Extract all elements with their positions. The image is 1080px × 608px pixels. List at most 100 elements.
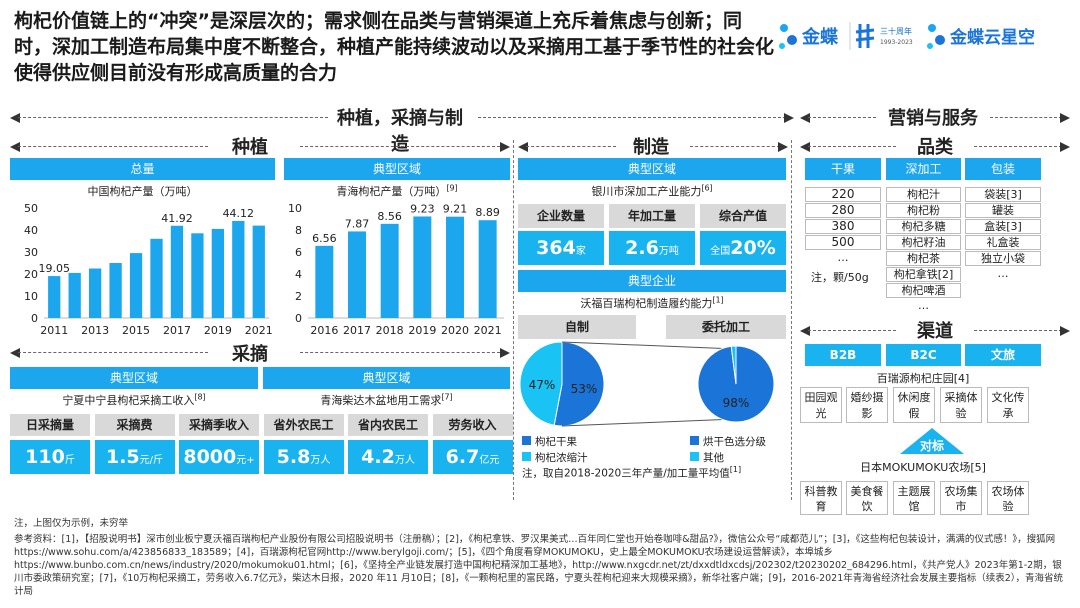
legend-swatch bbox=[522, 436, 531, 445]
farm-item: 美食餐饮 bbox=[846, 481, 888, 515]
data-label: 8.56 bbox=[377, 210, 402, 223]
picking-metric-value-box: 110斤 bbox=[10, 440, 90, 474]
picking-metric-label: 省外农民工 bbox=[263, 414, 344, 436]
manufacturing-region-bar: 典型区域 bbox=[518, 158, 786, 180]
legend-swatch bbox=[690, 436, 699, 445]
packaging-item: 独立小袋 bbox=[965, 251, 1041, 266]
mfg-metric-value-box: 364家 bbox=[518, 231, 604, 265]
bar bbox=[129, 253, 143, 318]
picking-region-bar-2: 典型区域 bbox=[263, 367, 510, 389]
dried-item: 500 bbox=[805, 235, 881, 250]
x-tick-label: 2021 bbox=[474, 324, 502, 337]
picking-metric-value-box: 5.8万人 bbox=[263, 440, 344, 474]
manufacturing-note-ref: [1] bbox=[729, 465, 742, 474]
manufacturing-region-sub-text: 银川市深加工产业能力 bbox=[591, 185, 702, 198]
processed-more: … bbox=[918, 299, 929, 312]
picking-metric-value: 4.2 bbox=[361, 446, 395, 468]
picking-metric-unit: 万人 bbox=[394, 455, 415, 466]
y-tick-label: 10 bbox=[24, 290, 38, 303]
bar bbox=[191, 233, 204, 318]
left-main-title: 种植，采摘与制造 bbox=[337, 108, 463, 155]
category-header: 干果 bbox=[805, 158, 881, 180]
picking-metric-value: 1.5 bbox=[105, 446, 140, 468]
processed-item: 枸杞茶 bbox=[886, 251, 961, 266]
planting-region-bar: 典型区域 bbox=[284, 158, 510, 180]
benchmark-label: 对标 bbox=[919, 439, 944, 453]
y-tick-label: 2 bbox=[295, 290, 302, 303]
bar bbox=[478, 220, 497, 318]
mfg-metric-value: 20% bbox=[730, 237, 776, 259]
separator-2 bbox=[791, 140, 792, 500]
mfg-metric-value: 2.6 bbox=[625, 237, 659, 259]
bar bbox=[89, 268, 102, 318]
legend-label: 烘干色选分级 bbox=[703, 436, 766, 448]
pie1-label-right: 53% bbox=[571, 382, 598, 396]
legend-label: 其他 bbox=[703, 452, 724, 464]
anniv-years: 1993-2023 bbox=[880, 39, 913, 46]
picking-metric-unit: 斤 bbox=[64, 455, 75, 466]
packaging-item: 袋装[3] bbox=[965, 187, 1041, 202]
x-tick-label: 2018 bbox=[376, 324, 404, 337]
bar bbox=[348, 231, 366, 318]
picking-metric-value: 6.7 bbox=[445, 446, 480, 468]
farm-item: 主题展馆 bbox=[893, 481, 935, 515]
footer-refs: 参考资料：[1]，【招股说明书】深市创业板宁夏沃福百瑞枸杞产业股份有限公司招股说… bbox=[14, 534, 1064, 597]
farm-item: 农场集市 bbox=[940, 481, 982, 515]
processed-item: 枸杞啤酒 bbox=[886, 283, 961, 298]
manor-item: 休闲度假 bbox=[893, 387, 935, 423]
category-header: 包装 bbox=[965, 158, 1041, 180]
x-tick-label: 2020 bbox=[441, 324, 469, 337]
bar bbox=[68, 272, 81, 318]
mfg-metric-label: 综合产值 bbox=[700, 204, 786, 228]
data-label: 44.12 bbox=[223, 207, 255, 220]
manor-item: 田园观光 bbox=[800, 387, 842, 423]
picking-metric-unit: 亿元 bbox=[479, 455, 500, 466]
x-tick-label: 2013 bbox=[81, 324, 109, 337]
bar bbox=[170, 225, 184, 318]
picking-metric-unit: 万人 bbox=[310, 455, 331, 466]
y-tick-label: 6 bbox=[295, 246, 302, 259]
picking-metric-label: 劳务收入 bbox=[432, 414, 513, 436]
category-header: 深加工 bbox=[886, 158, 961, 180]
data-label: 6.56 bbox=[312, 232, 337, 245]
picking-metric-label: 日采摘量 bbox=[10, 414, 90, 436]
qinghai-chart-ref: [9] bbox=[446, 183, 458, 193]
self-made-label: 自制 bbox=[518, 315, 636, 339]
separator-1 bbox=[513, 140, 514, 500]
y-tick-label: 8 bbox=[295, 224, 302, 237]
mfg-metric-value-box: 2.6万吨 bbox=[609, 231, 695, 265]
picking-metric-label: 采摘季收入 bbox=[179, 414, 259, 436]
china-production-chart: 0 10 20 30 40 50 19.05 2011 2013 2015 41.92 2017 201… bbox=[24, 202, 273, 337]
manufacturing-enterprise-sub-text: 沃福百瑞枸杞制造履约能力 bbox=[580, 297, 713, 310]
data-label: 41.92 bbox=[161, 212, 193, 225]
y-tick-label: 10 bbox=[288, 202, 302, 215]
mfg-metric-prefix: 全国 bbox=[710, 246, 731, 257]
manor-item: 采摘体验 bbox=[940, 387, 982, 423]
picking-metric-value: 5.8 bbox=[276, 446, 311, 468]
y-tick-label: 0 bbox=[295, 312, 302, 325]
anniv-text: 三十周年 bbox=[880, 26, 912, 36]
channel-button: B2B bbox=[805, 344, 881, 366]
picking-title: 采摘 bbox=[232, 344, 268, 365]
china-chart-title: 中国枸杞产量（万吨） bbox=[87, 185, 198, 198]
picking-sub-2-ref: [7] bbox=[441, 392, 453, 402]
bar bbox=[252, 225, 265, 318]
mfg-metric-unit: 万吨 bbox=[658, 246, 679, 257]
bar bbox=[380, 223, 399, 318]
benchmark-triangle bbox=[900, 428, 964, 454]
picking-metric-label: 省内农民工 bbox=[348, 414, 428, 436]
manufacturing-title: 制造 bbox=[633, 137, 669, 158]
manufacturing-enterprise-bar: 典型企业 bbox=[518, 270, 786, 292]
mfg-metric-unit: 家 bbox=[575, 246, 586, 257]
farm-item: 农场体验 bbox=[987, 481, 1029, 515]
picking-metric-label: 采摘费 bbox=[94, 414, 175, 436]
y-tick-label: 20 bbox=[24, 268, 38, 281]
picking-metric-unit: 元+ bbox=[236, 455, 255, 466]
manufacturing-pies: 47% 53% 98% bbox=[519, 341, 775, 427]
connector-line bbox=[561, 341, 737, 350]
manor-item: 文化传承 bbox=[987, 387, 1029, 423]
picking-metric-value-box: 8000元+ bbox=[179, 440, 259, 474]
packaging-more: … bbox=[997, 267, 1009, 280]
kingdee-logo-text: 金蝶 bbox=[801, 26, 839, 48]
picking-metric-value: 110 bbox=[25, 446, 65, 468]
